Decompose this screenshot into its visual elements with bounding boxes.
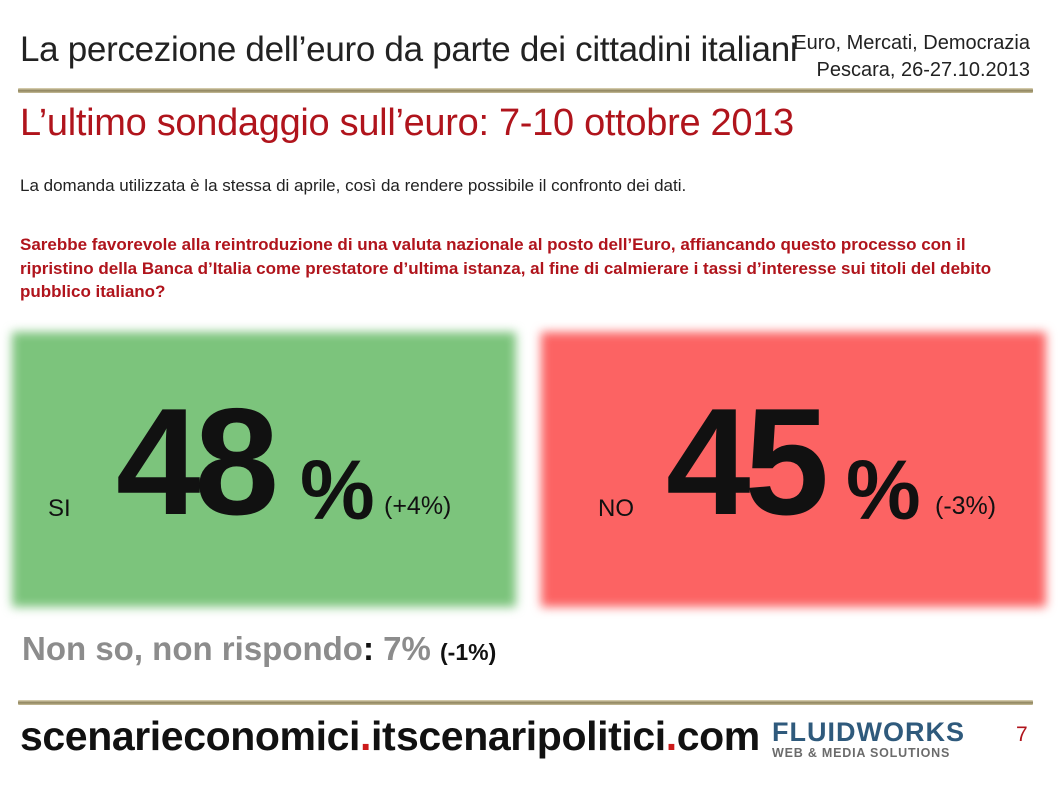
dont-know-colon: :: [362, 630, 374, 667]
no-panel: [541, 332, 1046, 607]
survey-question: Sarebbe favorevole alla reintroduzione d…: [20, 235, 992, 301]
site1-name: scenarieconomici: [20, 713, 360, 759]
dont-know-label: Non so, non rispondo: [22, 630, 363, 667]
no-value: 45: [666, 377, 829, 547]
dont-know-change: (-1%): [440, 639, 497, 665]
no-label: NO: [598, 495, 634, 522]
fluidworks-logo: FLUIDWORKS WEB & MEDIA SOLUTIONS: [772, 718, 968, 760]
yes-label: SI: [48, 495, 71, 522]
top-divider: [18, 88, 1033, 93]
slide-subtitle: L’ultimo sondaggio sull’euro: 7-10 ottob…: [20, 102, 794, 144]
site-link-scenaripolitici[interactable]: scenaripolitici.com: [396, 713, 760, 760]
site2-tld: com: [676, 713, 761, 759]
dont-know-result: Non so, non rispondo: 7% (-1%): [22, 630, 496, 668]
no-percent-sign: %: [846, 443, 921, 537]
logo-tagline: WEB & MEDIA SOLUTIONS: [772, 746, 951, 760]
yes-percent-sign: %: [300, 443, 375, 537]
yes-value: 48: [116, 377, 279, 547]
logo-wordmark: FLUIDWORKS: [772, 717, 965, 747]
event-info: Euro, Mercati, Democrazia Pescara, 26-27…: [793, 30, 1030, 84]
no-change: (-3%): [935, 492, 997, 520]
site1-dot: .: [359, 713, 371, 759]
event-name: Euro, Mercati, Democrazia: [793, 32, 1030, 54]
page-number: 7: [1016, 723, 1028, 746]
yes-panel: [12, 332, 516, 607]
yes-change: (+4%): [384, 492, 452, 520]
event-place-date: Pescara, 26-27.10.2013: [816, 59, 1031, 81]
site2-dot: .: [665, 713, 677, 759]
bottom-divider: [18, 700, 1033, 705]
intro-text: La domanda utilizzata è la stessa di apr…: [20, 176, 687, 195]
page-title: La percezione dell’euro da parte dei cit…: [20, 30, 798, 69]
site2-name: scenaripolitici: [396, 713, 666, 759]
site1-tld: it: [370, 713, 396, 759]
site-link-scenarieconomici[interactable]: scenarieconomici.it: [20, 713, 396, 760]
dont-know-value: 7%: [383, 630, 431, 667]
